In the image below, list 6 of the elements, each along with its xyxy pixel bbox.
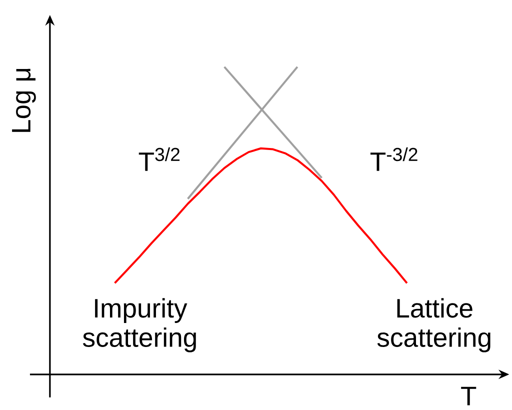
annotation: Impurity scattering bbox=[82, 298, 196, 352]
annotation: Lattice scattering bbox=[377, 298, 490, 352]
y-axis-title: Log μ bbox=[12, 69, 36, 132]
annotation: T$^{3/2}$ bbox=[138, 148, 180, 172]
x-axis-title: T bbox=[461, 387, 476, 406]
annotation: T$^{-3/2}$ bbox=[370, 148, 418, 172]
